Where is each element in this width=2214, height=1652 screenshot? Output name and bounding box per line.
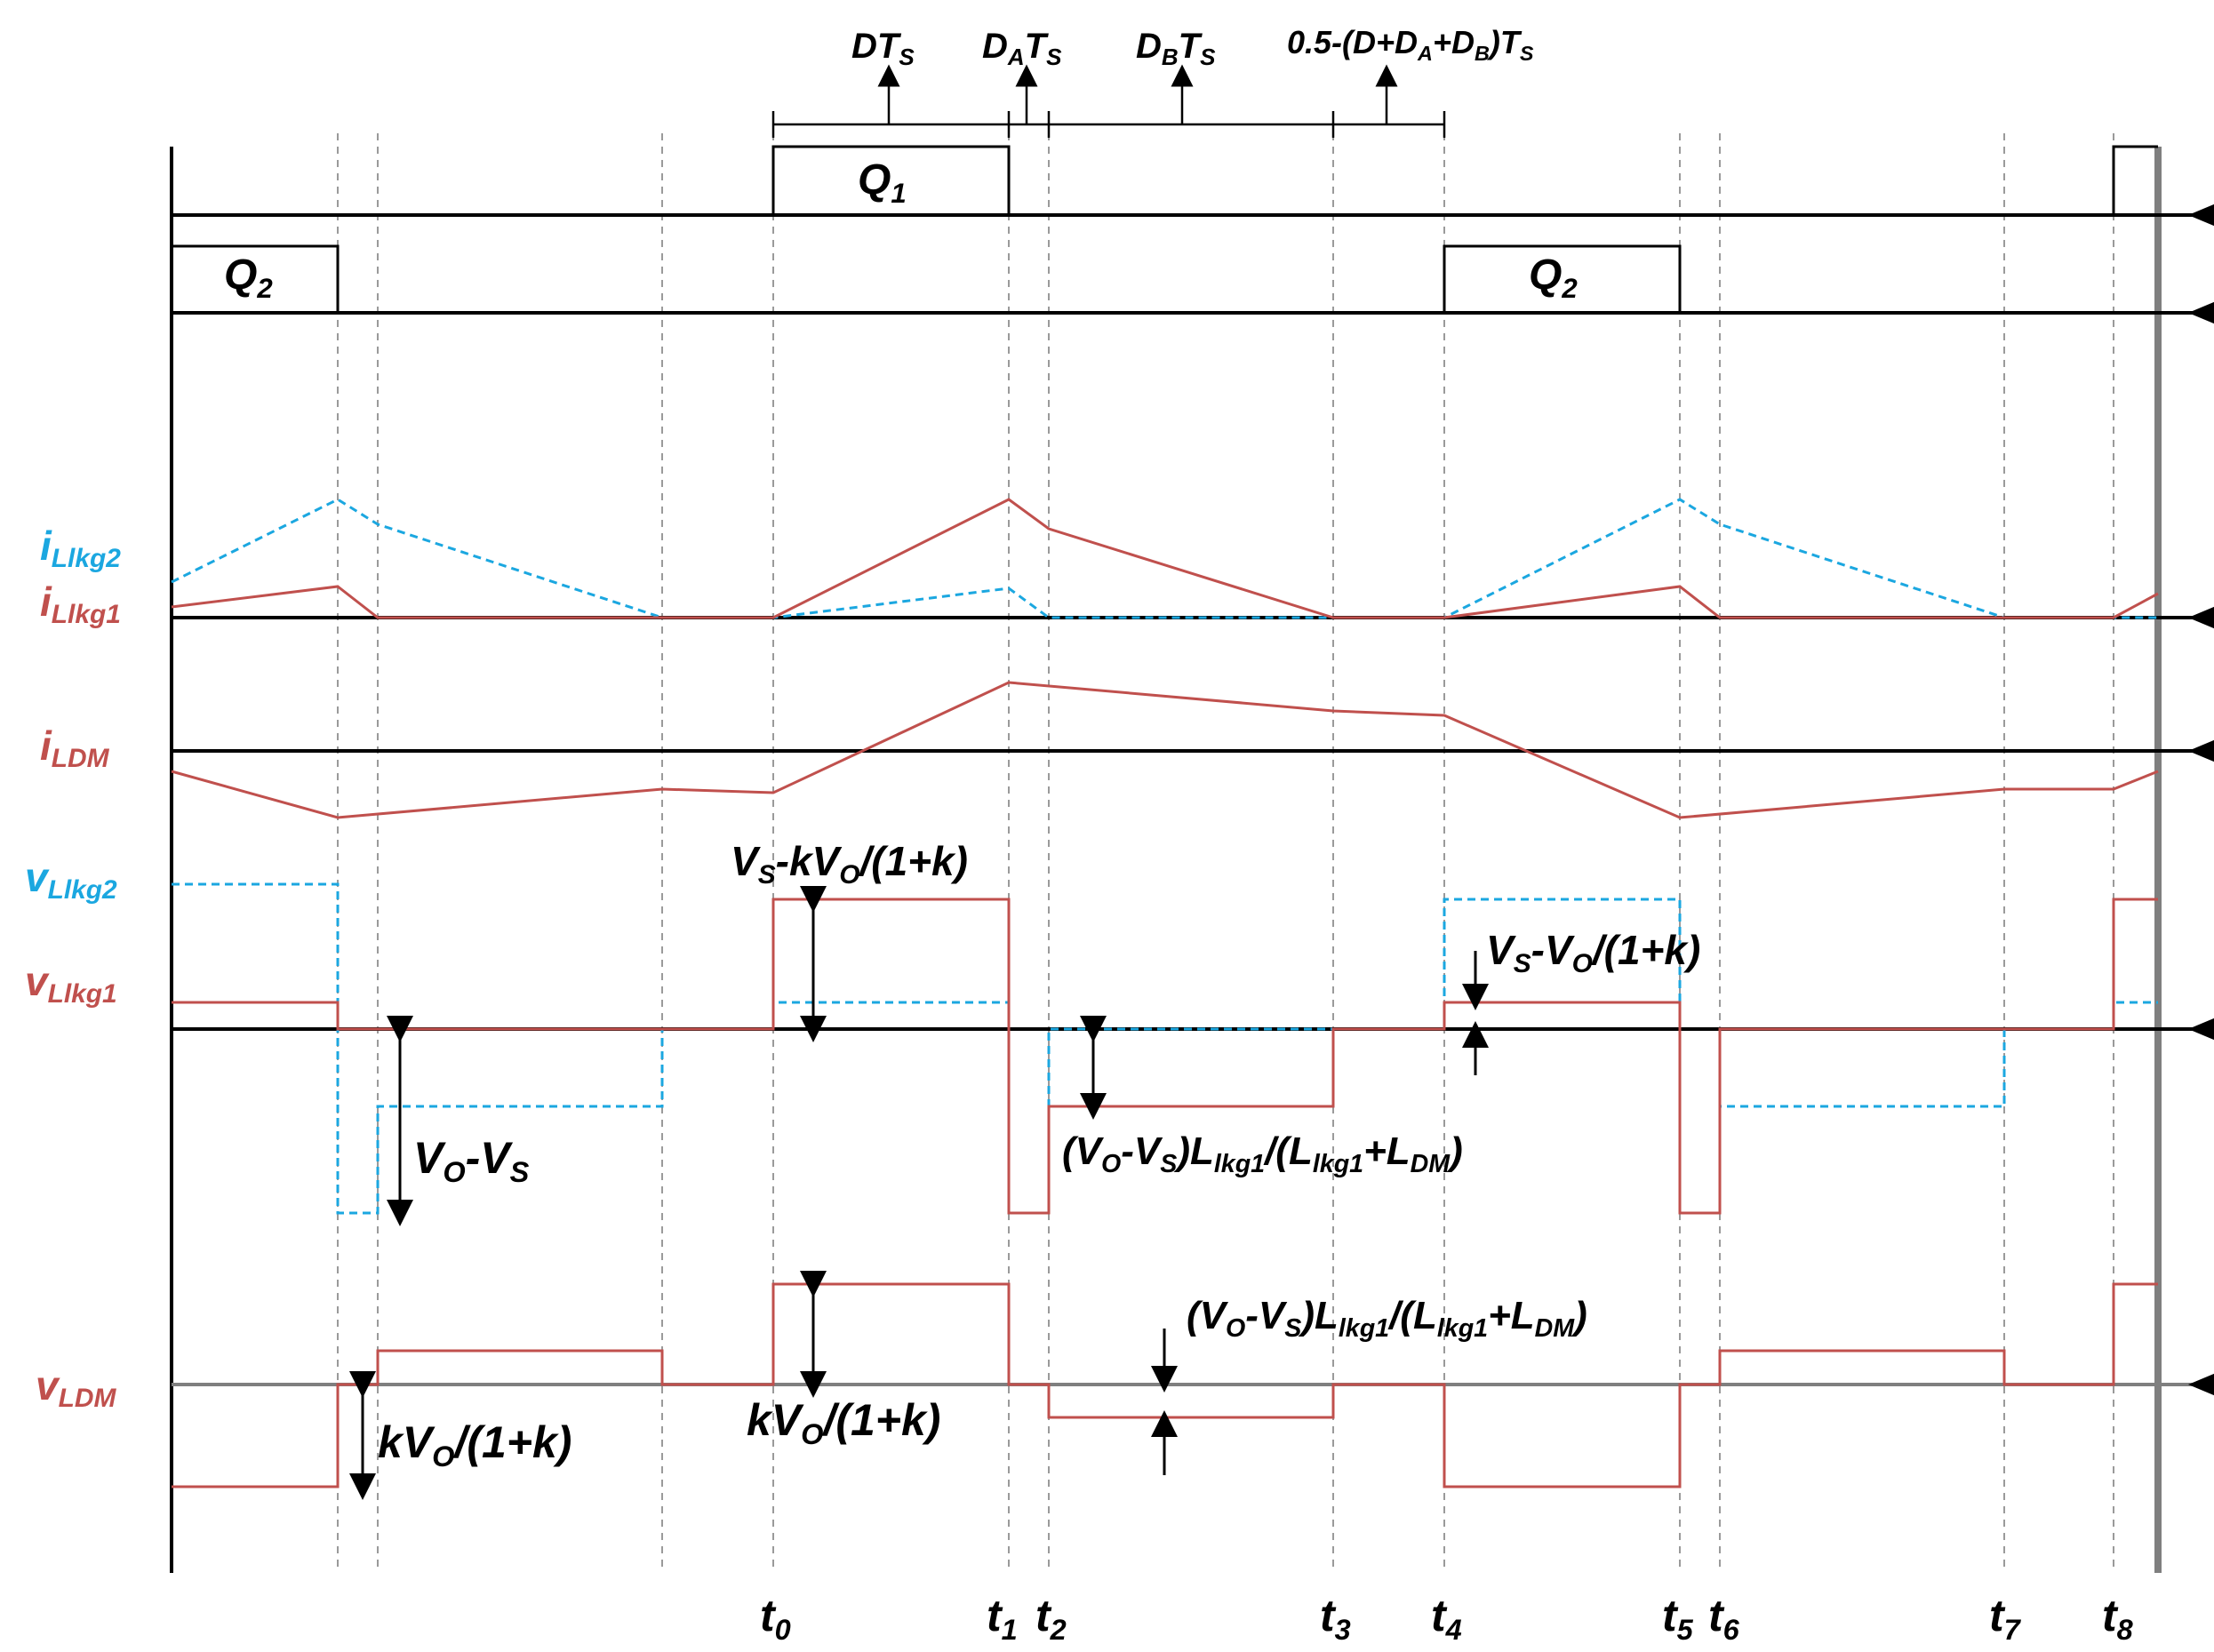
ann-kvo-left: kVO/(1+k): [378, 1417, 571, 1472]
ann-vs-kvo: VS-kVO/(1+k): [731, 838, 968, 890]
ann-kvo-mid: kVO/(1+k): [747, 1395, 940, 1450]
q1-label: Q1: [858, 156, 907, 209]
label-dats: DATS: [982, 27, 1062, 70]
time-t5: t5: [1662, 1591, 1694, 1646]
i-llkg1-wave: [171, 498, 2159, 619]
label-i-llkg1: iLlkg1: [40, 579, 121, 629]
q2-label-right: Q2: [1529, 251, 1578, 304]
q2-pulse: [172, 244, 1682, 313]
v-llkg2-wave: [172, 882, 2158, 1215]
i-ldm-wave: [171, 681, 2159, 819]
label-i-llkg2: iLlkg2: [40, 523, 121, 573]
time-t2: t2: [1035, 1591, 1067, 1646]
time-t6: t6: [1708, 1591, 1740, 1646]
label-v-llkg2: vLlkg2: [25, 854, 117, 905]
label-v-ldm: vLDM: [36, 1362, 116, 1413]
ann-ratio-lower: (VO-VS)Llkg1/(Llkg1+LDM): [1062, 1129, 1463, 1178]
label-dbts: DBTS: [1136, 27, 1216, 70]
label-dts: DTS: [851, 27, 915, 70]
v-ldm-wave: [172, 1282, 2158, 1488]
label-i-ldm: iLDM: [40, 722, 110, 773]
time-t4: t4: [1431, 1591, 1462, 1646]
time-t8: t8: [2102, 1591, 2134, 1646]
ann-vs-vo: VS-VO/(1+k): [1486, 927, 1700, 978]
q1-pulse: [771, 145, 2158, 215]
q2-label-left: Q2: [224, 251, 273, 304]
i-llkg2-wave: [171, 498, 2158, 619]
interval-dimension: [771, 64, 1446, 138]
dimension-arrows: [349, 886, 1489, 1500]
time-t3: t3: [1320, 1591, 1351, 1646]
label-v-llkg1: vLlkg1: [25, 958, 117, 1009]
v-llkg1-wave: [172, 898, 2158, 1215]
ann-vo-vs: VO-VS: [413, 1133, 530, 1188]
time-t0: t0: [760, 1591, 791, 1646]
time-labels: t0 t1 t2 t3 t4 t5 t6 t7 t8: [760, 1591, 2134, 1646]
label-rest: 0.5-(D+DA+DB)TS: [1287, 24, 1534, 65]
time-t7: t7: [1989, 1591, 2022, 1646]
time-guides: [337, 133, 2114, 1573]
time-t1: t1: [987, 1591, 1018, 1646]
ann-ratio-upper: (VO-VS)Llkg1/(Llkg1+LDM): [1187, 1294, 1587, 1343]
